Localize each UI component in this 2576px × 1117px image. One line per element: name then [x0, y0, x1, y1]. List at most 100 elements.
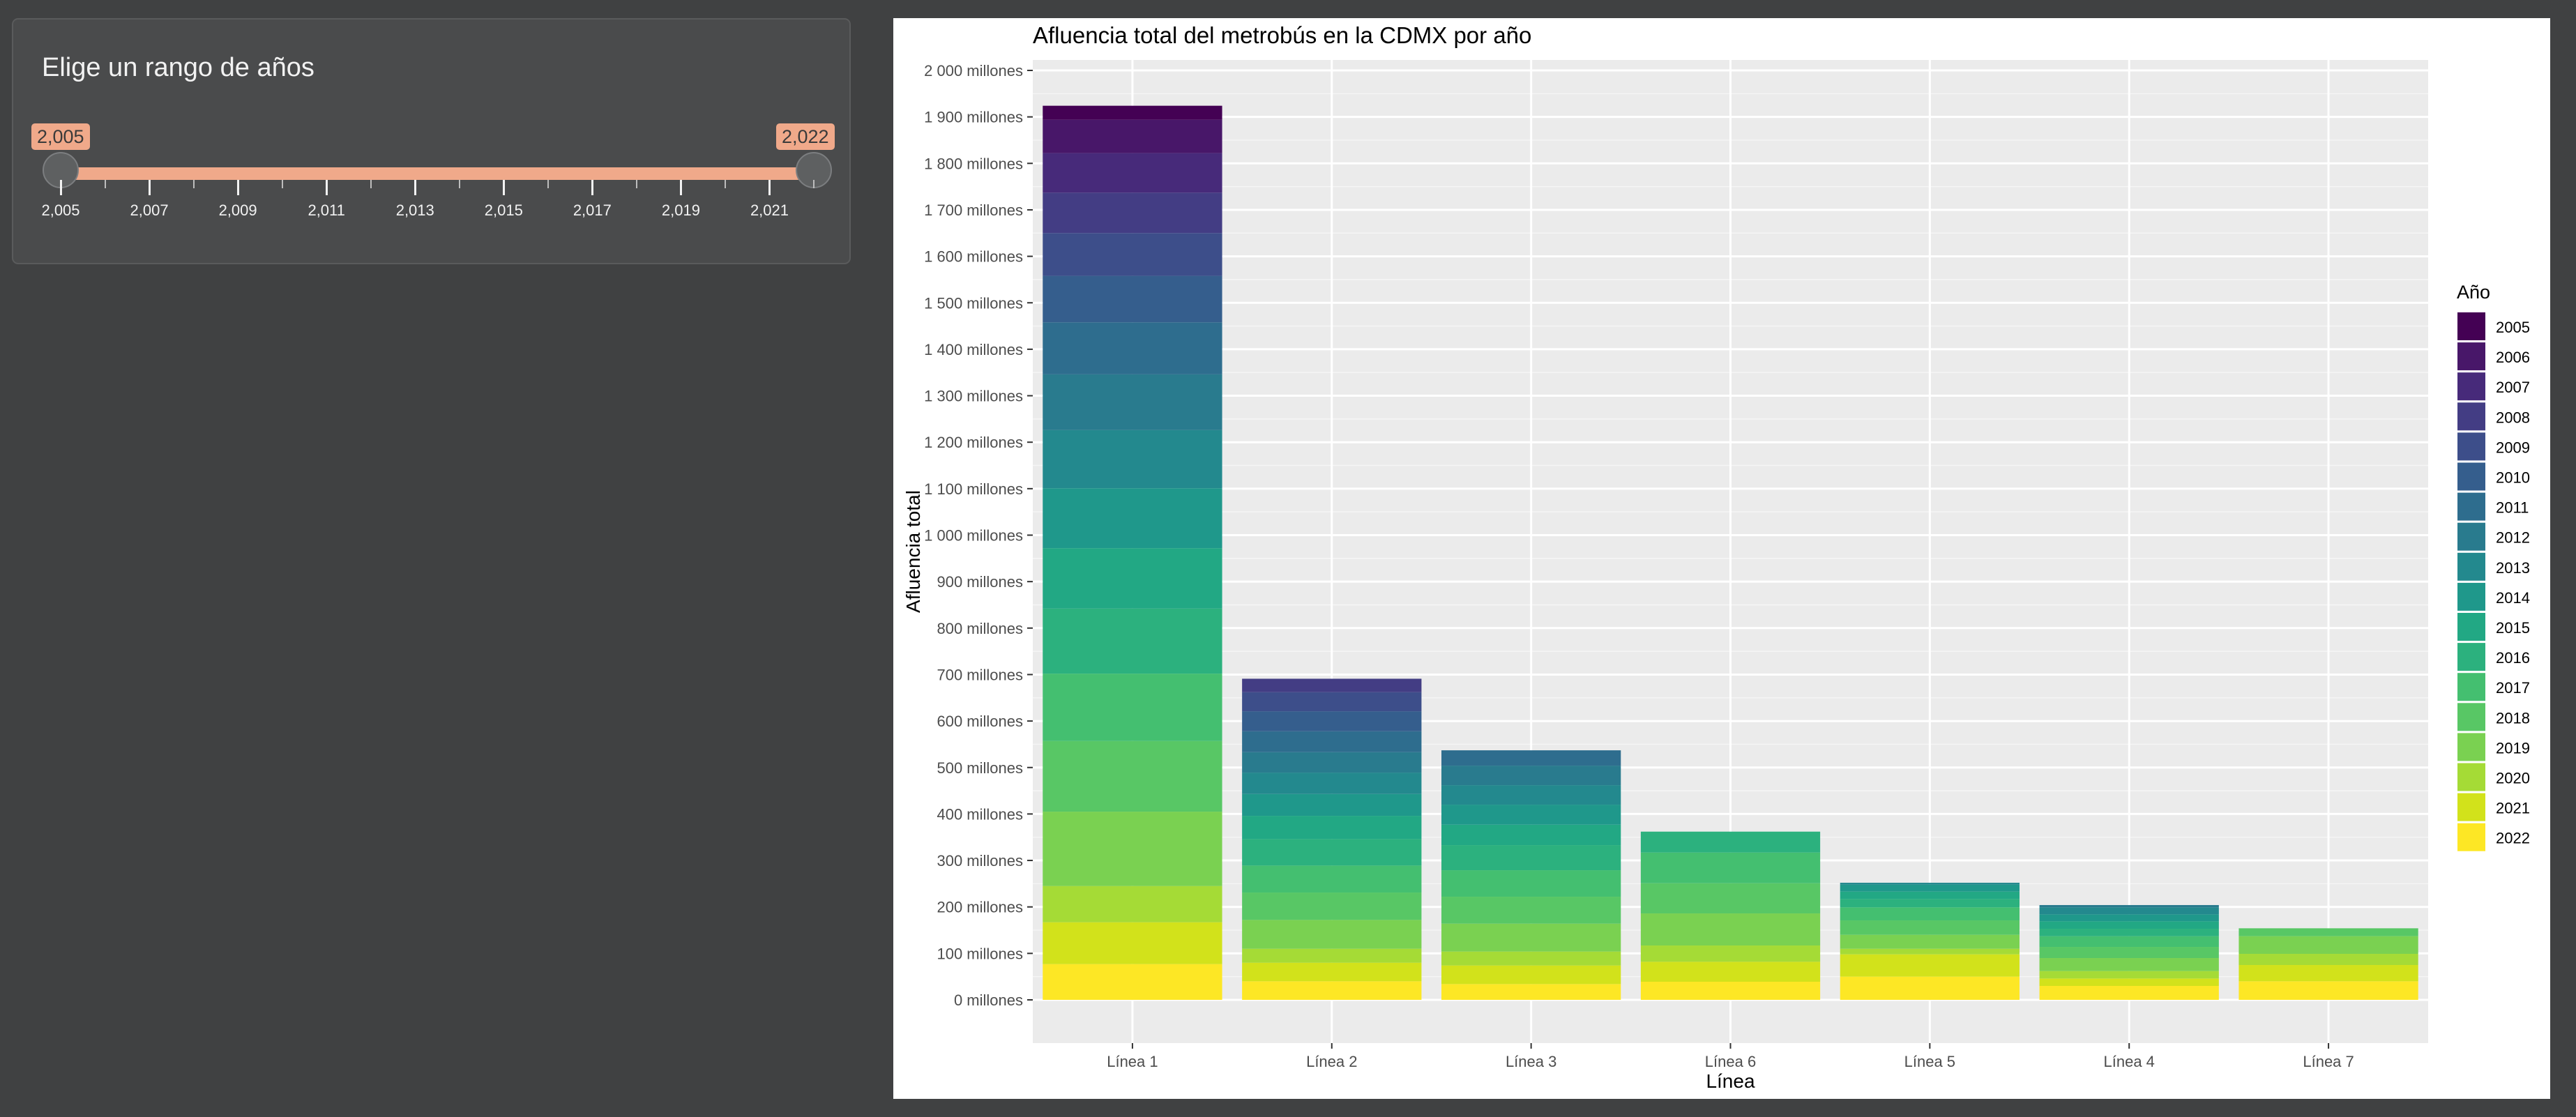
bar-segment	[1840, 899, 2020, 908]
bar-segment	[2039, 986, 2219, 1000]
legend-swatch	[2457, 703, 2485, 731]
legend-swatch	[2457, 643, 2485, 671]
bar-segment	[1242, 816, 1422, 839]
bar-segment	[1043, 374, 1222, 430]
bar-segment	[2039, 907, 2219, 915]
x-tick-label: Línea 2	[1306, 1053, 1357, 1070]
bar-segment	[2238, 928, 2418, 936]
bar-segment	[1043, 548, 1222, 609]
y-tick-label: 1 000 millones	[924, 527, 1023, 545]
bar-segment	[1242, 793, 1422, 816]
bar-segment	[2039, 936, 2219, 948]
slider-tick	[325, 180, 328, 195]
bar-segment	[1840, 884, 2020, 892]
bar-segment	[1441, 923, 1621, 952]
slider-tick	[679, 180, 682, 195]
bar-segment	[2039, 978, 2219, 987]
legend-label: 2005	[2496, 319, 2530, 336]
legend-swatch	[2457, 312, 2485, 340]
legend-label: 2011	[2496, 499, 2529, 517]
bar-segment	[1441, 824, 1621, 846]
bar-segment	[2039, 958, 2219, 971]
bar-segment	[1043, 674, 1222, 741]
year-range-slider-track[interactable]	[61, 167, 814, 180]
bar-segment	[2238, 936, 2418, 955]
slider-tick	[458, 180, 460, 188]
legend-swatch	[2457, 342, 2485, 371]
slider-tick-label: 2,021	[750, 202, 789, 219]
bar-segment	[1441, 766, 1621, 786]
slider-tick	[813, 180, 815, 188]
bar-segment	[1043, 192, 1222, 234]
y-tick-label: 1 900 millones	[924, 109, 1023, 126]
bar-segment	[1840, 934, 2020, 949]
bar-segment	[2039, 905, 2219, 908]
bar-segment	[1043, 964, 1222, 1000]
bar-segment	[1242, 678, 1422, 692]
x-tick-label: Línea 3	[1506, 1053, 1556, 1070]
y-tick-label: 400 millones	[937, 805, 1023, 823]
bar-segment	[2039, 971, 2219, 979]
bar-segment	[2039, 947, 2219, 959]
legend-swatch	[2457, 462, 2485, 491]
y-tick-label: 2 000 millones	[924, 62, 1023, 79]
legend-swatch	[2457, 552, 2485, 581]
bar-segment	[1043, 233, 1222, 276]
legend-label: 2010	[2496, 469, 2530, 487]
legend-swatch	[2457, 763, 2485, 791]
legend-label: 2007	[2496, 379, 2530, 396]
bar-segment	[1640, 852, 1821, 883]
legend-label: 2019	[2496, 739, 2530, 757]
legend-label: 2016	[2496, 649, 2530, 667]
bar-segment	[1242, 839, 1422, 866]
legend-swatch	[2457, 432, 2485, 461]
bar-segment	[1441, 870, 1621, 897]
bar-segment	[1441, 750, 1621, 766]
chart-container: 0 millones 100 millones 200 millones 300 mi…	[893, 18, 2550, 1099]
y-tick-label: 1 800 millones	[924, 155, 1023, 172]
slider-tick-label: 2,015	[484, 202, 523, 219]
bar-segment	[1043, 430, 1222, 489]
slider-tick	[635, 180, 637, 188]
bar-segment	[1242, 920, 1422, 949]
bar-segment	[1043, 275, 1222, 323]
bar-segment	[2238, 954, 2418, 966]
slider-max-value: 2,022	[776, 123, 835, 150]
bar-segment	[1242, 711, 1422, 731]
slider-tick	[281, 180, 283, 188]
bar-segment	[1640, 831, 1821, 853]
y-tick-label: 1 500 millones	[924, 294, 1023, 312]
bar-segment	[1840, 948, 2020, 955]
bar-segment	[1640, 913, 1821, 946]
slider-tick-label: 2,011	[308, 202, 345, 219]
slider-tick-label: 2,013	[395, 202, 434, 219]
bar-segment	[1441, 984, 1621, 1000]
legend-label: 2022	[2496, 830, 2530, 847]
y-tick-label: 100 millones	[937, 945, 1023, 962]
y-tick-label: 600 millones	[937, 713, 1023, 730]
bar-segment	[1441, 965, 1621, 985]
legend-swatch	[2457, 402, 2485, 431]
bar-segment	[1441, 897, 1621, 924]
bar-segment	[1242, 773, 1422, 794]
y-tick-label: 700 millones	[937, 666, 1023, 683]
y-tick-label: 1 700 millones	[924, 202, 1023, 219]
bar-segment	[2039, 929, 2219, 936]
legend-label: 2014	[2496, 589, 2530, 607]
legend-label: 2006	[2496, 349, 2530, 366]
legend-swatch	[2457, 492, 2485, 521]
legend-label: 2008	[2496, 409, 2530, 426]
y-tick-label: 300 millones	[937, 852, 1023, 869]
legend-label: 2012	[2496, 529, 2530, 547]
slider-tick	[148, 180, 151, 195]
bar-segment	[2238, 981, 2418, 1000]
legend-swatch	[2457, 823, 2485, 851]
bar-segment	[1043, 105, 1222, 120]
bar-segment	[1242, 981, 1422, 1000]
bar-segment	[1441, 805, 1621, 825]
x-tick-label: Línea 5	[1904, 1053, 1955, 1070]
bar-segment	[1640, 962, 1821, 982]
bar-segment	[1043, 608, 1222, 674]
bar-segment	[2039, 914, 2219, 922]
bar-segment	[1640, 982, 1821, 1000]
